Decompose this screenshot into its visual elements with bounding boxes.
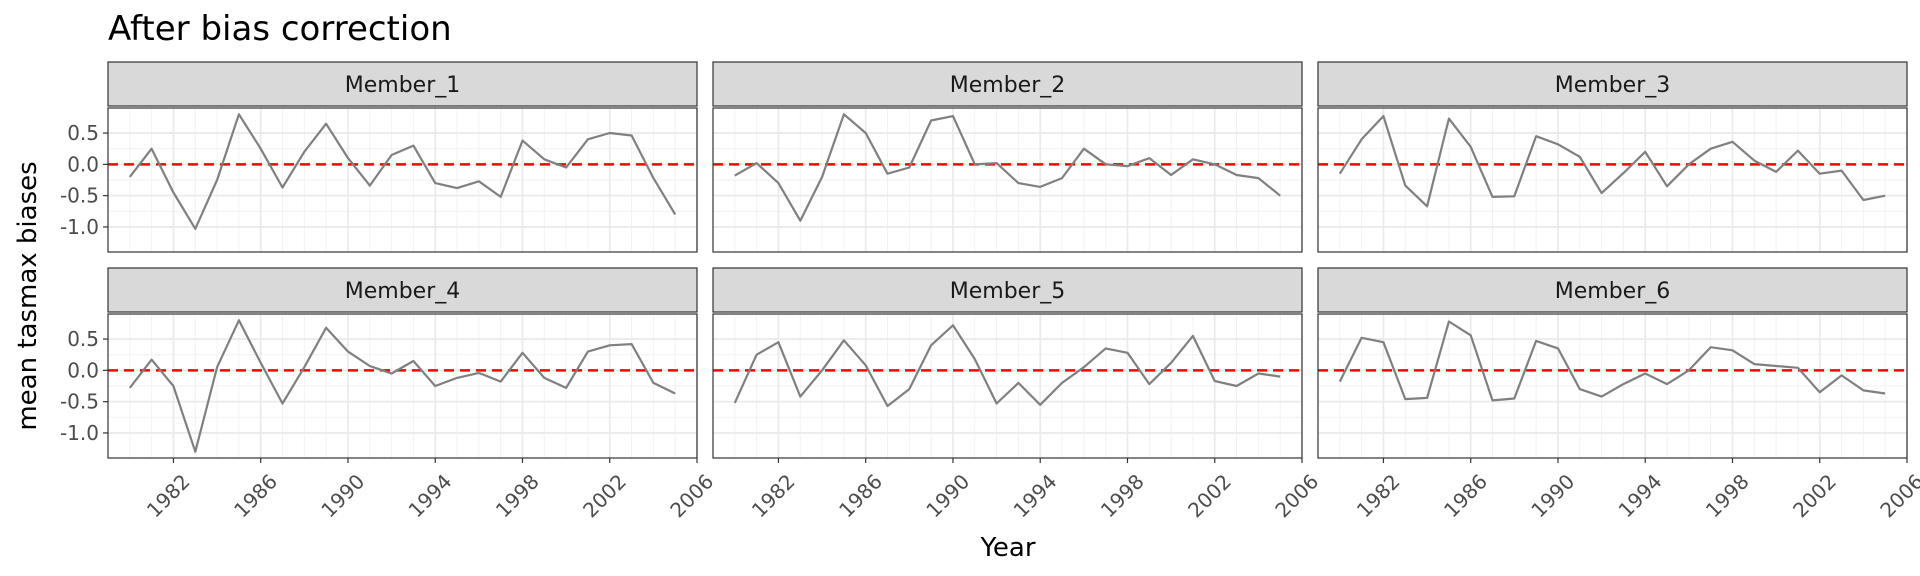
facet-strip-label: Member_6 <box>1555 279 1671 304</box>
facet-strip <box>712 61 1303 107</box>
panel-border <box>1317 313 1908 459</box>
y-tick-label: 0.5 <box>67 121 99 145</box>
series-line <box>1338 320 1886 402</box>
facet-panels: Member_1 0.5 0.0 -0.5 -1.0 Member_2 Member_3 Me… <box>60 61 1920 522</box>
facet-strip <box>107 61 698 107</box>
x-tick-label: 1994 <box>1614 469 1667 522</box>
x-tick-label: 2002 <box>1183 469 1236 522</box>
x-tick-label: 2006 <box>665 469 718 522</box>
facet-strip-label: Member_2 <box>950 73 1066 98</box>
x-tick-label: 1998 <box>1701 469 1754 522</box>
y-axis-title: mean tasmax biases <box>13 161 43 430</box>
panel-border <box>712 313 1303 459</box>
x-tick-label: 1998 <box>1096 469 1149 522</box>
x-tick-label: 2006 <box>1270 469 1323 522</box>
x-tick-label: 1994 <box>1009 469 1062 522</box>
facet-panel: Member_3 <box>1317 61 1908 253</box>
x-tick-label: 1994 <box>404 469 457 522</box>
facet-panel: Member_5 1982 1986 1990 1994 1998 2002 2006 <box>712 267 1323 522</box>
y-tick-label: 0.0 <box>67 358 99 382</box>
facet-strip <box>712 267 1303 313</box>
facet-strip-label: Member_3 <box>1555 73 1671 98</box>
facet-strip-label: Member_1 <box>345 73 461 98</box>
series-line <box>734 113 1281 222</box>
series-line <box>128 319 676 453</box>
x-axis-title: Year <box>979 533 1035 563</box>
x-tick-label: 1990 <box>921 469 974 522</box>
facet-strip <box>1317 61 1908 107</box>
facet-strip-label: Member_5 <box>950 279 1066 304</box>
y-tick-label: 0.0 <box>67 152 99 176</box>
series-line <box>128 113 677 230</box>
facet-strip <box>107 267 698 313</box>
x-tick-label: 1982 <box>142 469 195 522</box>
y-tick-label: -1.0 <box>60 421 99 445</box>
x-tick-label: 1990 <box>316 469 369 522</box>
x-tick-label: 1986 <box>229 469 282 522</box>
panel-border <box>107 313 698 459</box>
y-tick-label: -0.5 <box>60 184 99 208</box>
facet-panel: Member_2 <box>712 61 1303 253</box>
x-tick-label: 2002 <box>1788 469 1841 522</box>
y-tick-label: -0.5 <box>60 390 99 414</box>
x-tick-label: 1990 <box>1526 469 1579 522</box>
x-tick-label: 2002 <box>578 469 631 522</box>
series-line <box>733 324 1281 408</box>
x-tick-label: 1998 <box>491 469 544 522</box>
x-tick-label: 1982 <box>747 469 800 522</box>
x-tick-label: 2006 <box>1875 469 1920 522</box>
chart-title: After bias correction <box>108 9 452 49</box>
facet-panel: Member_4 0.5 0.0 -0.5 -1.0 1982 1986 1990 1994 19… <box>60 267 718 522</box>
x-tick-label: 1986 <box>1439 469 1492 522</box>
y-tick-label: -1.0 <box>60 215 99 239</box>
x-tick-label: 1982 <box>1352 469 1405 522</box>
facet-strip <box>1317 267 1908 313</box>
facet-panel: Member_1 0.5 0.0 -0.5 -1.0 <box>60 61 698 253</box>
facet-strip-label: Member_4 <box>345 279 461 304</box>
series-line <box>1338 114 1886 208</box>
facet-panel: Member_6 1982 1986 1990 1994 1998 2002 2006 <box>1317 267 1920 522</box>
panel-border <box>1317 107 1908 253</box>
y-tick-label: 0.5 <box>67 327 99 351</box>
panel-border <box>107 107 698 253</box>
x-tick-label: 1986 <box>834 469 887 522</box>
panel-border <box>712 107 1303 253</box>
